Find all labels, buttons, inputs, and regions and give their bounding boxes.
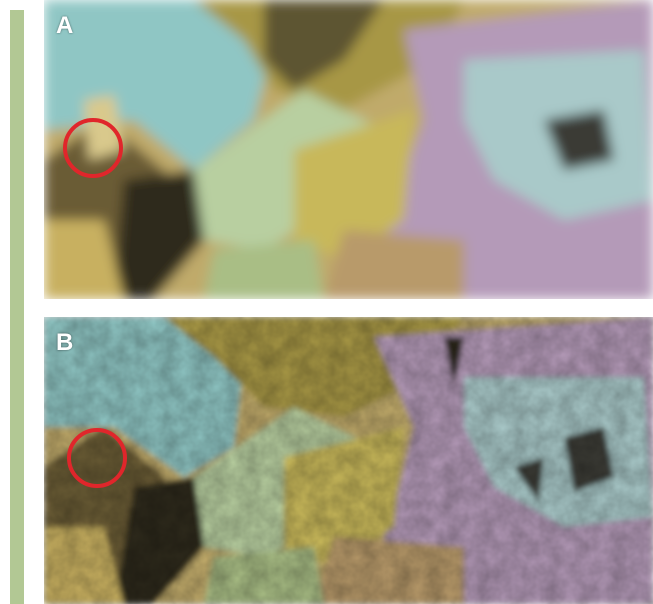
side-bar	[10, 10, 24, 604]
map-image-b	[44, 317, 653, 604]
highlight-circle-a	[63, 118, 123, 178]
panel-label-a: A	[56, 12, 74, 39]
map-image-a	[44, 0, 653, 299]
map-panel-b: B	[44, 317, 653, 604]
map-panel-a: A	[44, 0, 653, 299]
panel-label-b: B	[56, 329, 74, 356]
highlight-circle-b	[67, 428, 127, 488]
